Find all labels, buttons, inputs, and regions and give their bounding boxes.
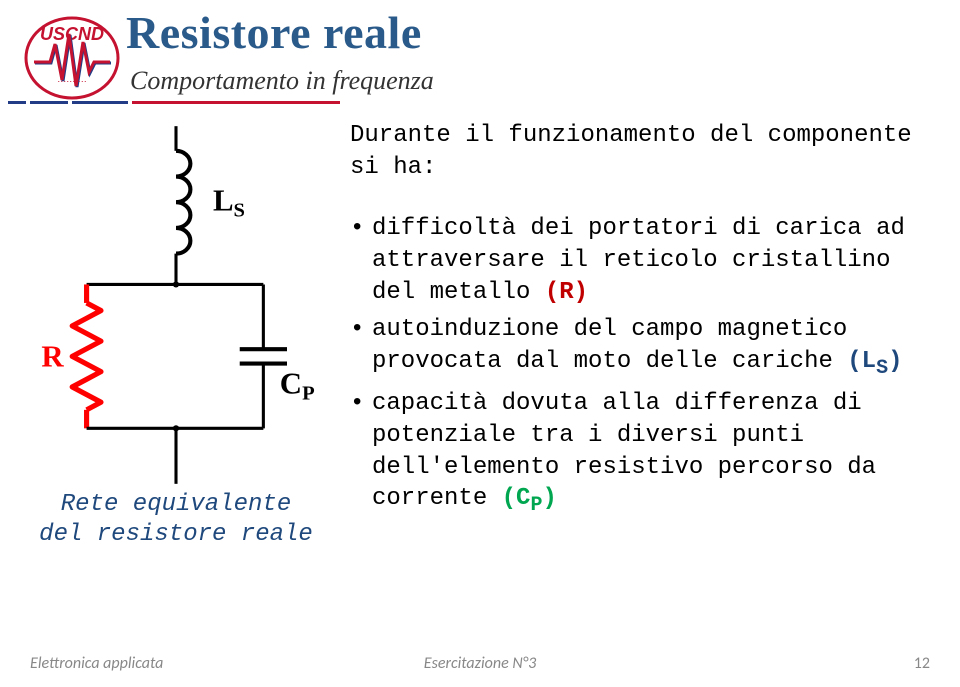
svg-text:R: R xyxy=(41,340,64,374)
circuit-diagram: LS R CP xyxy=(26,120,326,490)
footer-page-number: 12 xyxy=(914,654,930,673)
list-item: capacità dovuta alla differenza di poten… xyxy=(350,388,936,519)
subtitle-underline xyxy=(0,100,340,104)
body-text: Durante il funzionamento del componente … xyxy=(350,120,936,525)
svg-text:LS: LS xyxy=(213,183,245,221)
intro-text: Durante il funzionamento del componente … xyxy=(350,120,936,183)
brand-logo: USCND⋯⋯ ⋯ xyxy=(22,14,122,102)
svg-text:CP: CP xyxy=(280,366,315,404)
list-item: difficoltà dei portatori di carica ad at… xyxy=(350,213,936,308)
list-item: autoinduzione del campo magnetico provoc… xyxy=(350,314,936,382)
bullet-list: difficoltà dei portatori di carica ad at… xyxy=(350,213,936,519)
svg-text:⋯⋯ ⋯: ⋯⋯ ⋯ xyxy=(57,76,87,86)
circuit-caption-line1: Rete equivalente xyxy=(61,491,291,518)
circuit-caption-line2: del resistore reale xyxy=(39,521,313,548)
page-title: Resistore reale xyxy=(126,6,422,59)
circuit-caption: Rete equivalente del resistore reale xyxy=(26,490,326,550)
footer-center: Esercitazione N°3 xyxy=(0,654,960,673)
page-subtitle: Comportamento in frequenza xyxy=(130,66,434,96)
